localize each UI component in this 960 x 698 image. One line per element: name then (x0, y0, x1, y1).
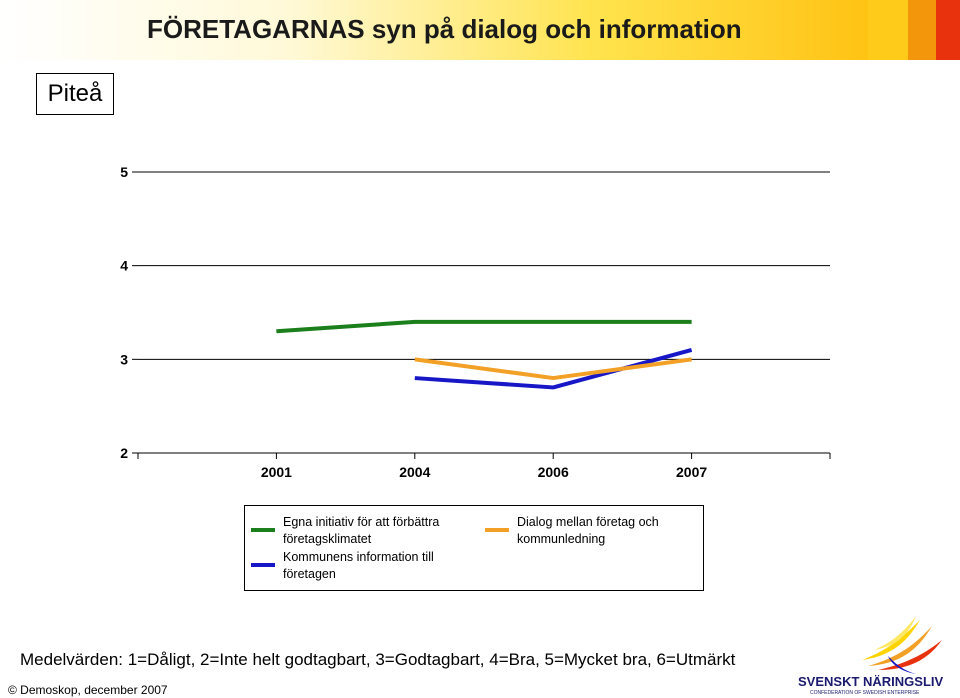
x-tick-label-2004: 2004 (399, 464, 430, 480)
series-line-1 (414, 348, 693, 390)
location-label: Piteå (36, 73, 114, 115)
banner-block-red (936, 0, 960, 60)
chart-series (276, 319, 693, 390)
legend-swatch-green (251, 528, 275, 532)
legend-item-dialog: Dialog mellan företag och kommunledning (517, 514, 703, 548)
series-line-0 (276, 319, 692, 334)
legend-swatch-orange (485, 528, 509, 532)
banner-block-yellow (868, 0, 910, 60)
chart-legend: Egna initiativ för att förbättra företag… (244, 505, 704, 591)
logo-star-icon (862, 616, 942, 674)
logo-subtitle: CONFEDERATION OF SWEDISH ENTERPRISE (810, 690, 920, 696)
y-tick-label-2: 2 (120, 445, 128, 461)
svenskt-naringsliv-logo: SVENSKT NÄRINGSLIV CONFEDERATION OF SWED… (798, 616, 944, 696)
legend-label-information-2: företagen (283, 567, 336, 581)
y-tick-label-3: 3 (120, 351, 128, 367)
legend-item-information: Kommunens information till företagen (283, 549, 483, 583)
chart-tick-labels: 5 4 3 2 2001 2004 2006 2007 (120, 164, 707, 480)
legend-label-dialog-2: kommunledning (517, 532, 606, 546)
banner-block-orange (908, 0, 938, 60)
x-tick-label-2007: 2007 (676, 464, 707, 480)
y-tick-label-4: 4 (120, 258, 128, 274)
logo-wordmark: SVENSKT NÄRINGSLIV (798, 674, 944, 689)
legend-label-initiative-1: Egna initiativ för att förbättra (283, 515, 440, 529)
legend-label-dialog-1: Dialog mellan företag och (517, 515, 659, 529)
chart-grid (138, 171, 830, 454)
legend-item-initiative: Egna initiativ för att förbättra företag… (283, 514, 483, 548)
x-tick-label-2006: 2006 (538, 464, 569, 480)
chart-axes (132, 171, 831, 459)
x-tick-label-2001: 2001 (261, 464, 292, 480)
line-chart: 5 4 3 2 2001 2004 2006 2007 (120, 164, 831, 480)
page-title: FÖRETAGARNAS syn på dialog och informati… (147, 14, 742, 44)
legend-label-initiative-2: företagsklimatet (283, 532, 372, 546)
copyright-text: © Demoskop, december 2007 (8, 683, 168, 697)
title-banner: FÖRETAGARNAS syn på dialog och informati… (0, 0, 960, 60)
legend-label-information-1: Kommunens information till (283, 550, 434, 564)
y-tick-label-5: 5 (120, 164, 128, 180)
scale-footnote: Medelvärden: 1=Dåligt, 2=Inte helt godta… (20, 650, 736, 669)
legend-swatch-blue (251, 563, 275, 567)
